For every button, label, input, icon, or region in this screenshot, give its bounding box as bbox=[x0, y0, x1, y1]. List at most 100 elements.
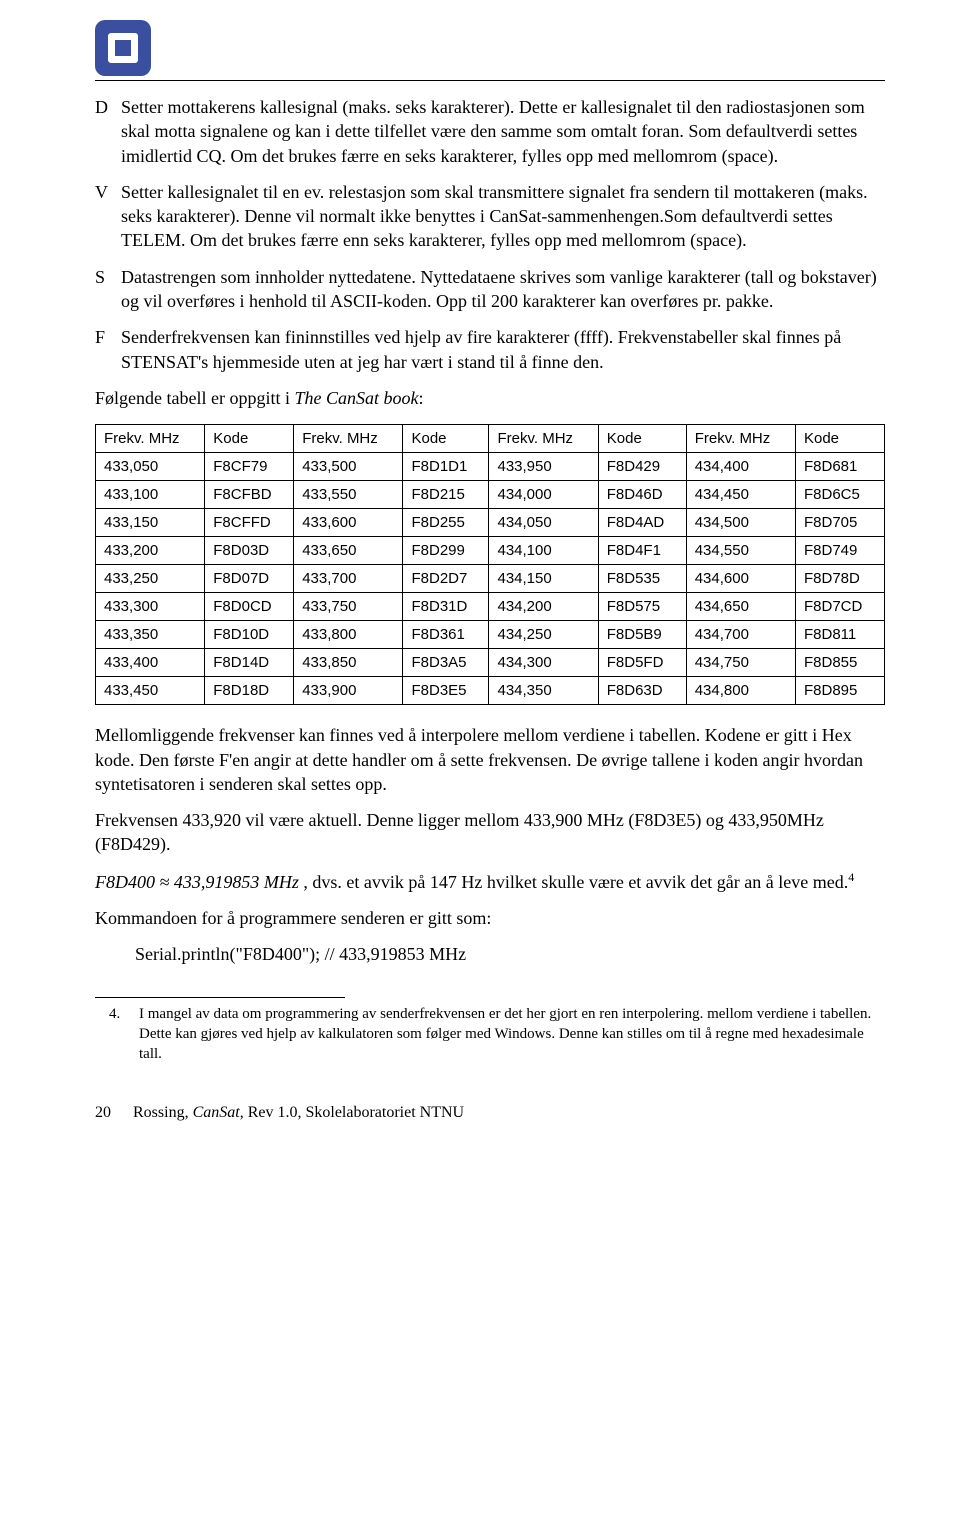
table-cell: 434,100 bbox=[489, 537, 598, 565]
table-cell: F8D681 bbox=[795, 453, 884, 481]
table-cell: 434,650 bbox=[686, 593, 795, 621]
table-cell: 434,400 bbox=[686, 453, 795, 481]
list-text: Datastrengen som innholder nyttedatene. … bbox=[121, 265, 885, 314]
paragraph-4: Kommandoen for å programmere senderen er… bbox=[95, 906, 885, 930]
list-text: Setter mottakerens kallesignal (maks. se… bbox=[121, 95, 885, 168]
table-cell: F8D18D bbox=[205, 677, 294, 705]
table-cell: 433,800 bbox=[294, 621, 403, 649]
table-header-cell: Frekv. MHz bbox=[686, 425, 795, 453]
table-cell: 434,500 bbox=[686, 509, 795, 537]
table-cell: 433,200 bbox=[96, 537, 205, 565]
table-cell: F8D31D bbox=[403, 593, 489, 621]
table-intro-plain: Følgende tabell er oppgitt i bbox=[95, 388, 294, 408]
page-footer: 20 Rossing, CanSat, Rev 1.0, Skolelabora… bbox=[95, 1104, 885, 1122]
table-cell: 433,850 bbox=[294, 649, 403, 677]
table-cell: F8D811 bbox=[795, 621, 884, 649]
list-letter: V bbox=[95, 180, 121, 253]
table-cell: 434,350 bbox=[489, 677, 598, 705]
table-cell: 434,800 bbox=[686, 677, 795, 705]
paragraph-3-rest: , dvs. et avvik på 147 Hz hvilket skulle… bbox=[299, 872, 848, 892]
table-cell: F8D299 bbox=[403, 537, 489, 565]
table-row: 433,150F8CFFD433,600F8D255434,050F8D4AD4… bbox=[96, 509, 885, 537]
table-cell: 434,200 bbox=[489, 593, 598, 621]
table-cell: 433,300 bbox=[96, 593, 205, 621]
definition-list: DSetter mottakerens kallesignal (maks. s… bbox=[95, 95, 885, 374]
footnote-text: I mangel av data om programmering av sen… bbox=[139, 1004, 885, 1065]
table-cell: F8D575 bbox=[598, 593, 686, 621]
table-cell: F8D07D bbox=[205, 565, 294, 593]
table-cell: F8D5FD bbox=[598, 649, 686, 677]
table-row: 433,450F8D18D433,900F8D3E5434,350F8D63D4… bbox=[96, 677, 885, 705]
table-cell: 433,600 bbox=[294, 509, 403, 537]
table-cell: F8D3A5 bbox=[403, 649, 489, 677]
table-intro: Følgende tabell er oppgitt i The CanSat … bbox=[95, 386, 885, 410]
list-item: FSenderfrekvensen kan fininnstilles ved … bbox=[95, 325, 885, 374]
table-row: 433,400F8D14D433,850F8D3A5434,300F8D5FD4… bbox=[96, 649, 885, 677]
list-item: DSetter mottakerens kallesignal (maks. s… bbox=[95, 95, 885, 168]
table-cell: 433,900 bbox=[294, 677, 403, 705]
list-item: SDatastrengen som innholder nyttedatene.… bbox=[95, 265, 885, 314]
table-cell: F8D63D bbox=[598, 677, 686, 705]
header-rule bbox=[95, 80, 885, 81]
footnote-num: 4. bbox=[95, 1004, 139, 1065]
table-cell: F8D855 bbox=[795, 649, 884, 677]
table-cell: 433,950 bbox=[489, 453, 598, 481]
table-cell: F8D7CD bbox=[795, 593, 884, 621]
table-cell: 433,700 bbox=[294, 565, 403, 593]
table-row: 433,300F8D0CD433,750F8D31D434,200F8D5754… bbox=[96, 593, 885, 621]
table-cell: 433,100 bbox=[96, 481, 205, 509]
table-row: 433,350F8D10D433,800F8D361434,250F8D5B94… bbox=[96, 621, 885, 649]
footer-author: Rossing, bbox=[133, 1104, 193, 1121]
table-cell: F8D14D bbox=[205, 649, 294, 677]
table-cell: F8D10D bbox=[205, 621, 294, 649]
logo-icon bbox=[95, 20, 151, 76]
paragraph-1: Mellomliggende frekvenser kan finnes ved… bbox=[95, 723, 885, 796]
table-intro-italic: The CanSat book bbox=[294, 388, 418, 408]
table-cell: F8CFBD bbox=[205, 481, 294, 509]
table-cell: F8D895 bbox=[795, 677, 884, 705]
footnote-ref: 4 bbox=[848, 870, 854, 884]
table-cell: 434,150 bbox=[489, 565, 598, 593]
table-cell: F8D535 bbox=[598, 565, 686, 593]
table-cell: F8D2D7 bbox=[403, 565, 489, 593]
table-cell: F8CFFD bbox=[205, 509, 294, 537]
table-header-cell: Kode bbox=[403, 425, 489, 453]
table-cell: 433,150 bbox=[96, 509, 205, 537]
table-header-cell: Frekv. MHz bbox=[489, 425, 598, 453]
table-cell: 433,650 bbox=[294, 537, 403, 565]
table-cell: F8D705 bbox=[795, 509, 884, 537]
table-row: 433,100F8CFBD433,550F8D215434,000F8D46D4… bbox=[96, 481, 885, 509]
paragraph-3: F8D400 ≈ 433,919853 MHz , dvs. et avvik … bbox=[95, 869, 885, 894]
table-cell: F8D3E5 bbox=[403, 677, 489, 705]
table-cell: 434,600 bbox=[686, 565, 795, 593]
table-cell: 434,050 bbox=[489, 509, 598, 537]
page-number: 20 bbox=[95, 1104, 129, 1122]
table-cell: 433,350 bbox=[96, 621, 205, 649]
table-cell: F8D5B9 bbox=[598, 621, 686, 649]
list-item: VSetter kallesignalet til en ev. relesta… bbox=[95, 180, 885, 253]
table-header-cell: Kode bbox=[795, 425, 884, 453]
paragraph-2: Frekvensen 433,920 vil være aktuell. Den… bbox=[95, 808, 885, 857]
table-cell: 434,750 bbox=[686, 649, 795, 677]
table-row: 433,200F8D03D433,650F8D299434,100F8D4F14… bbox=[96, 537, 885, 565]
table-cell: F8D6C5 bbox=[795, 481, 884, 509]
footnote: 4. I mangel av data om programmering av … bbox=[95, 1004, 885, 1065]
table-header-cell: Kode bbox=[598, 425, 686, 453]
table-cell: F8D0CD bbox=[205, 593, 294, 621]
table-cell: 433,750 bbox=[294, 593, 403, 621]
table-header-cell: Frekv. MHz bbox=[294, 425, 403, 453]
list-text: Setter kallesignalet til en ev. relestas… bbox=[121, 180, 885, 253]
frequency-table: Frekv. MHzKodeFrekv. MHzKodeFrekv. MHzKo… bbox=[95, 424, 885, 705]
table-cell: 433,400 bbox=[96, 649, 205, 677]
paragraph-3-formula: F8D400 ≈ 433,919853 MHz bbox=[95, 872, 299, 892]
table-cell: 433,500 bbox=[294, 453, 403, 481]
table-cell: F8D429 bbox=[598, 453, 686, 481]
table-cell: 433,050 bbox=[96, 453, 205, 481]
table-cell: F8D255 bbox=[403, 509, 489, 537]
table-cell: F8D4F1 bbox=[598, 537, 686, 565]
table-intro-colon: : bbox=[418, 388, 423, 408]
table-cell: F8D749 bbox=[795, 537, 884, 565]
footnote-rule bbox=[95, 997, 345, 998]
table-cell: 434,000 bbox=[489, 481, 598, 509]
table-header-cell: Frekv. MHz bbox=[96, 425, 205, 453]
